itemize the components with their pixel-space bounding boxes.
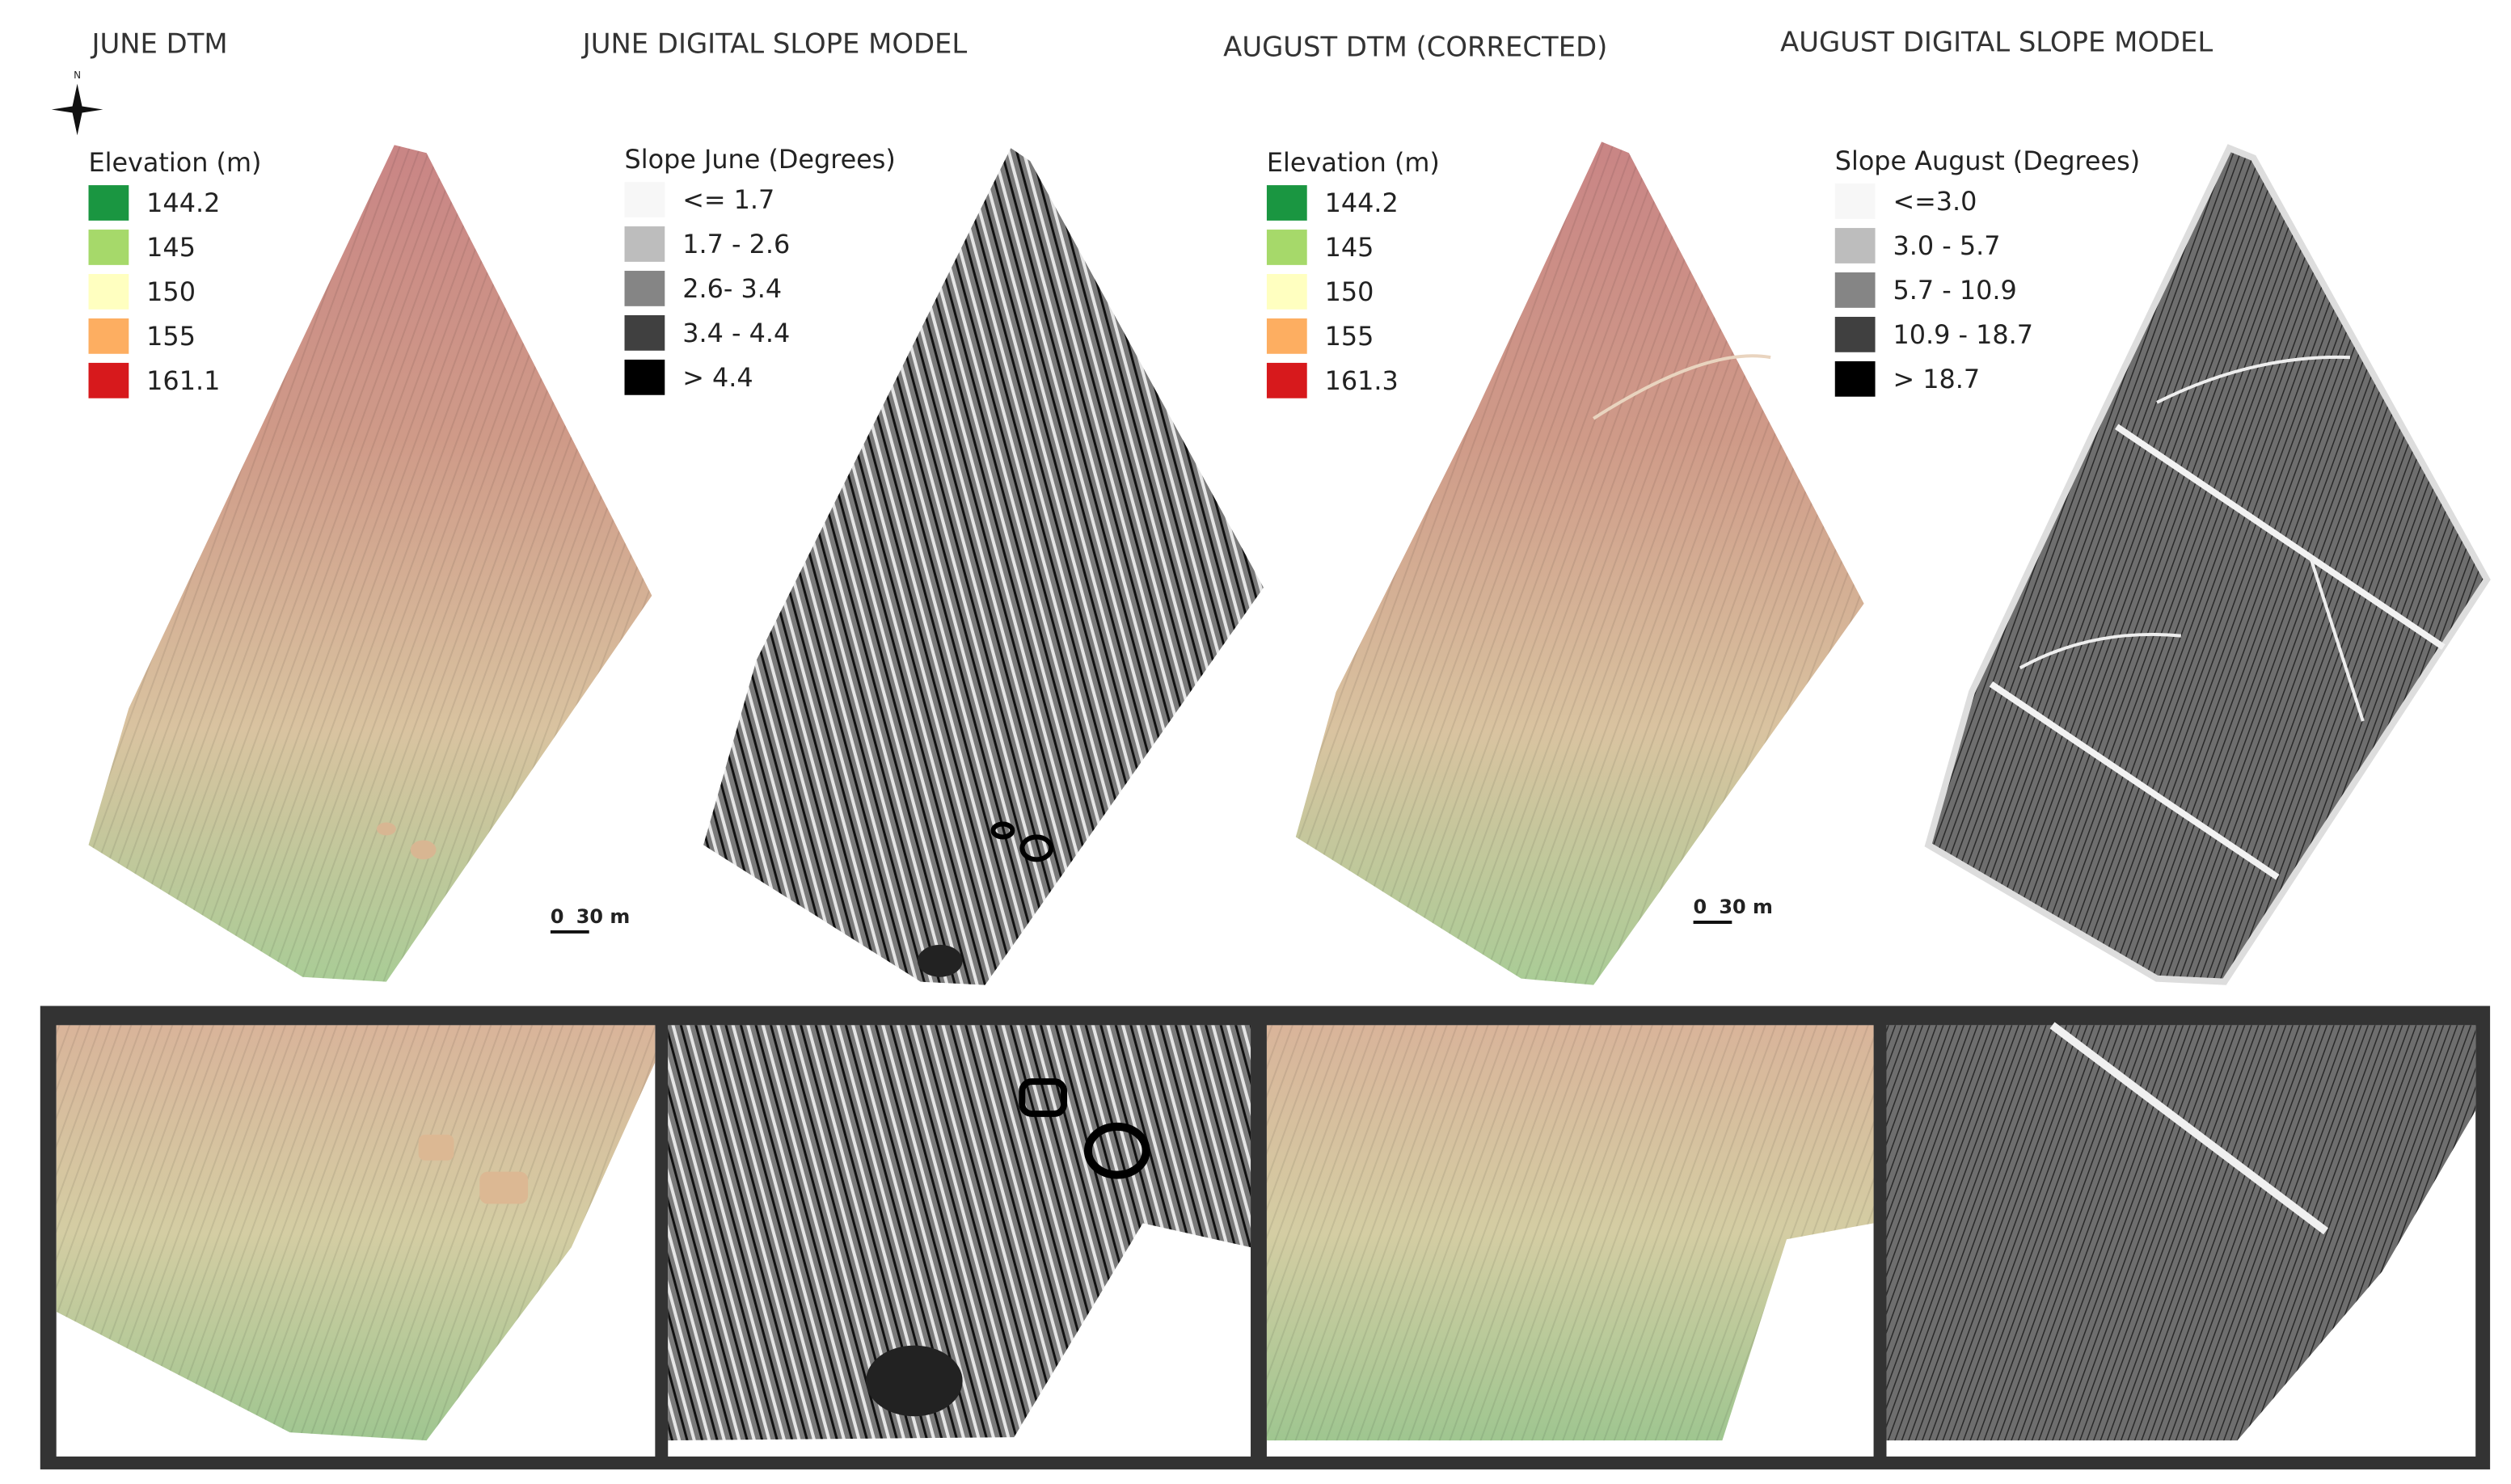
legend-swatch <box>624 314 665 351</box>
legend-swatch <box>88 362 129 398</box>
legend-label: 144.2 <box>1325 188 1399 218</box>
legend-title: Elevation (m) <box>1267 147 1440 178</box>
legend-label: 161.1 <box>146 365 220 396</box>
legend-label: <=3.0 <box>1893 186 1977 217</box>
panel-title: AUGUST DTM (CORRECTED) <box>1223 31 1607 62</box>
legend-label: > 18.7 <box>1893 364 1980 394</box>
legend-swatch <box>88 230 129 265</box>
legend-swatch <box>624 359 665 395</box>
legend-swatch <box>1834 183 1876 219</box>
legend-label: 150 <box>1325 276 1374 307</box>
legend-label: 5.7 - 10.9 <box>1893 275 2016 306</box>
legend-label: 161.3 <box>1325 365 1399 396</box>
legend-label: 145 <box>146 232 196 263</box>
legend-swatch <box>1834 228 1876 263</box>
legend-swatch <box>1266 318 1307 354</box>
legend-label: 145 <box>1325 232 1374 263</box>
panel-title: AUGUST DIGITAL SLOPE MODEL <box>1780 26 2213 57</box>
legend-swatch <box>1834 272 1876 308</box>
legend-swatch <box>1266 230 1307 265</box>
legend-label: <= 1.7 <box>682 184 774 215</box>
legend-title: Elevation (m) <box>89 147 262 178</box>
legend-label: 144.2 <box>146 188 220 218</box>
june-dtm-map <box>88 145 652 982</box>
legend-swatch <box>624 271 665 306</box>
panel-title: JUNE DIGITAL SLOPE MODEL <box>581 27 968 59</box>
scale-length: 30 m <box>1719 896 1772 918</box>
legend-swatch <box>1834 360 1876 397</box>
legend-swatch <box>88 318 129 354</box>
legend-title: Slope June (Degrees) <box>625 144 896 175</box>
legend-label: 155 <box>1325 321 1374 352</box>
scale-length: 30 m <box>576 905 630 928</box>
legend-swatch <box>1266 185 1307 221</box>
north-arrow <box>51 83 103 136</box>
scale-zero: 0 <box>551 905 564 928</box>
legend-swatch <box>1834 316 1876 352</box>
legend-swatch <box>624 226 665 262</box>
legend-label: > 4.4 <box>682 362 753 393</box>
legend-label: 150 <box>146 276 196 307</box>
legend-swatch <box>1266 274 1307 310</box>
legend-label: 1.7 - 2.6 <box>682 229 790 259</box>
zoom-frame <box>40 1005 2491 1469</box>
legend-label: 155 <box>146 321 196 352</box>
north-label: N <box>74 70 81 81</box>
scale-zero: 0 <box>1694 896 1707 918</box>
legend-label: 10.9 - 18.7 <box>1893 319 2033 350</box>
legend-label: 2.6- 3.4 <box>682 273 782 304</box>
annotations: JUNE DTM Elevation (m) 144.2 145 150 155 161.1… <box>88 26 2213 934</box>
legend-title: Slope August (Degrees) <box>1835 145 2140 176</box>
legend-swatch <box>88 185 129 221</box>
legend-swatch <box>1266 362 1307 398</box>
august-dtm-map <box>1295 141 1864 985</box>
panel-title: JUNE DTM <box>90 27 227 59</box>
august-slope-map <box>1924 144 2491 985</box>
legend-swatch <box>624 182 665 217</box>
legend-label: 3.4 - 4.4 <box>682 318 790 348</box>
legend-swatch <box>88 274 129 310</box>
legend-label: 3.0 - 5.7 <box>1893 230 2000 261</box>
june-slope-map <box>703 148 1264 985</box>
